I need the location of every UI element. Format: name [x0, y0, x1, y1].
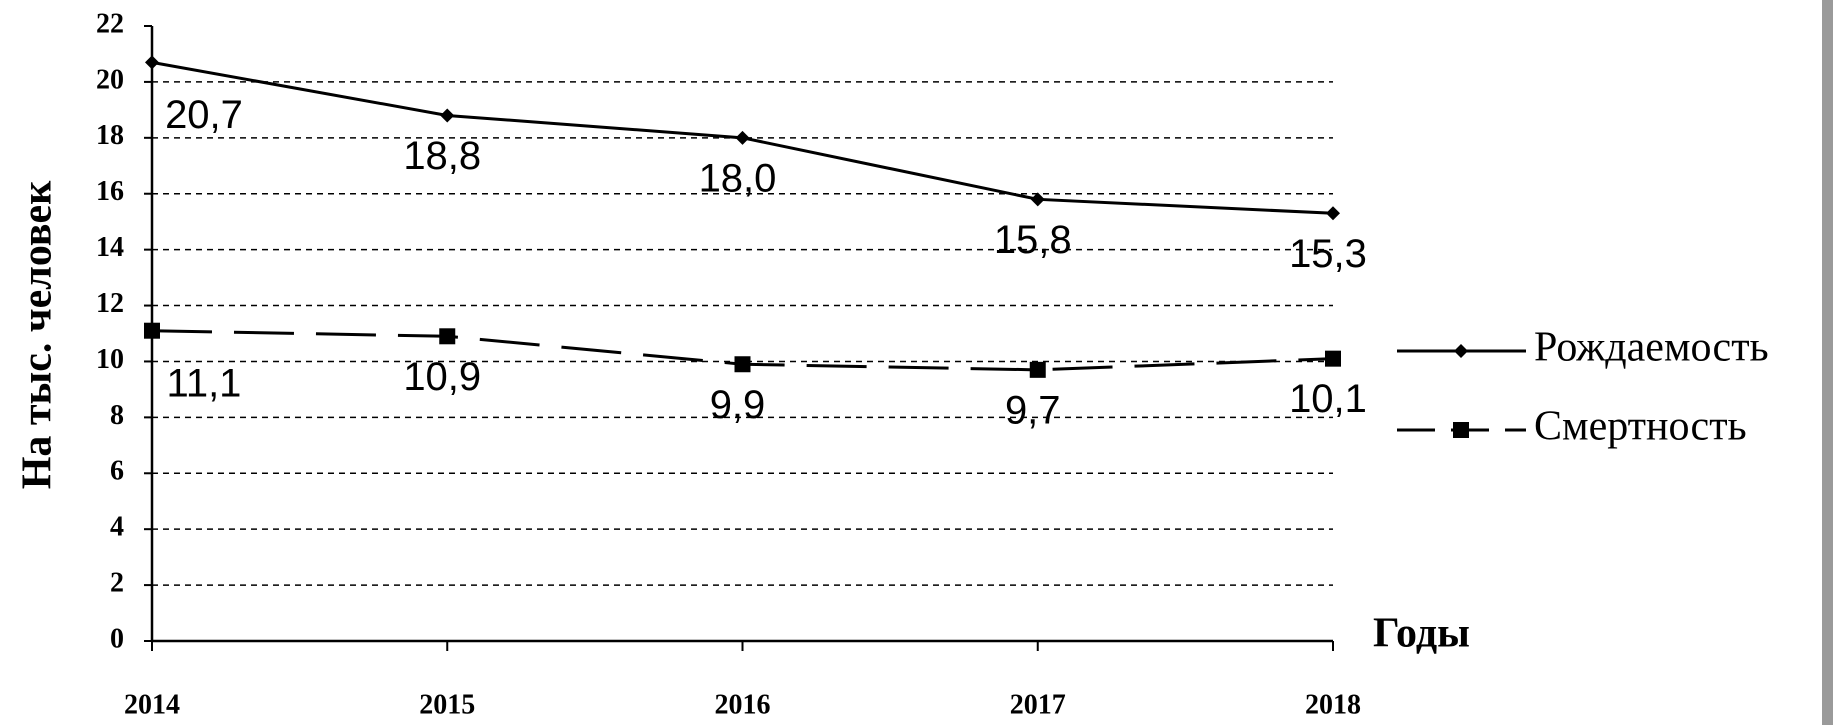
x-tick-label: 2018 [1305, 689, 1361, 720]
y-tick-label: 20 [96, 64, 124, 95]
x-tick-label: 2014 [124, 689, 180, 720]
marker [1030, 192, 1045, 207]
x-tick-label: 2017 [1010, 689, 1066, 720]
y-tick-label: 12 [96, 288, 124, 319]
marker [145, 55, 159, 70]
y-tick-label: 4 [110, 512, 124, 543]
y-tick-label: 22 [96, 8, 124, 39]
data-label: 15,8 [994, 218, 1072, 262]
y-tick-label: 10 [96, 344, 124, 375]
marker [1029, 361, 1046, 378]
right-border [1822, 0, 1833, 725]
marker [1454, 344, 1468, 358]
y-tick-label: 18 [96, 120, 124, 151]
data-label: 15,3 [1289, 232, 1367, 276]
marker [439, 328, 456, 345]
x-axis-title: Годы [1373, 611, 1470, 657]
data-label: 18,0 [699, 156, 777, 200]
legend-label: Рождаемость [1534, 325, 1769, 371]
marker [735, 130, 750, 145]
y-tick-label: 14 [96, 232, 124, 263]
data-label: 20,7 [165, 93, 243, 137]
y-tick-label: 6 [110, 456, 124, 487]
legend-label: Смертность [1534, 404, 1747, 450]
x-tick-label: 2015 [419, 689, 475, 720]
marker [1325, 350, 1341, 367]
y-tick-label: 16 [96, 176, 124, 207]
y-tick-label: 2 [110, 568, 124, 599]
data-label: 9,9 [710, 383, 766, 427]
marker [1453, 422, 1469, 438]
x-tick-label: 2016 [715, 689, 771, 720]
y-tick-label: 8 [110, 400, 124, 431]
data-label: 10,9 [403, 355, 481, 399]
marker [144, 322, 160, 339]
marker [440, 108, 455, 123]
y-tick-label: 0 [110, 623, 124, 654]
marker [1326, 206, 1340, 221]
marker [734, 356, 751, 373]
data-label: 11,1 [167, 361, 242, 405]
y-axis-title: На тыс. человек [15, 180, 61, 489]
data-label: 18,8 [403, 134, 481, 178]
data-label: 9,7 [1005, 388, 1061, 432]
data-label: 10,1 [1289, 377, 1367, 421]
